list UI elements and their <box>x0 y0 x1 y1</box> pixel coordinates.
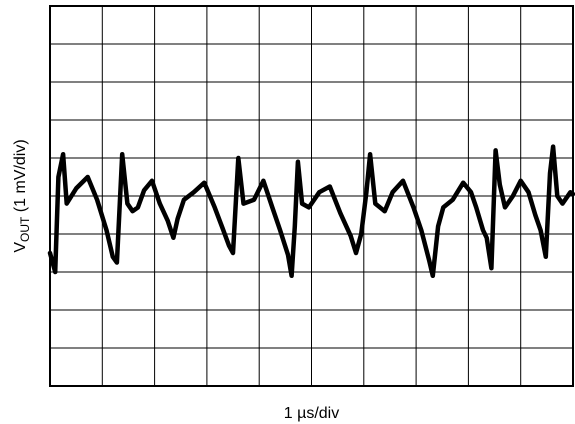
y-axis-label: VOUT (1 mV/div) <box>12 139 32 252</box>
trace-layer <box>47 144 575 279</box>
y-axis-label-subscript: OUT <box>18 216 32 242</box>
y-axis-label-main: V <box>12 242 29 253</box>
vout-trace-0 <box>47 144 575 279</box>
graticule-grid <box>50 6 573 386</box>
y-axis-label-rest: (1 mV/div) <box>12 139 29 216</box>
x-axis-label: 1 µs/div <box>284 405 339 422</box>
